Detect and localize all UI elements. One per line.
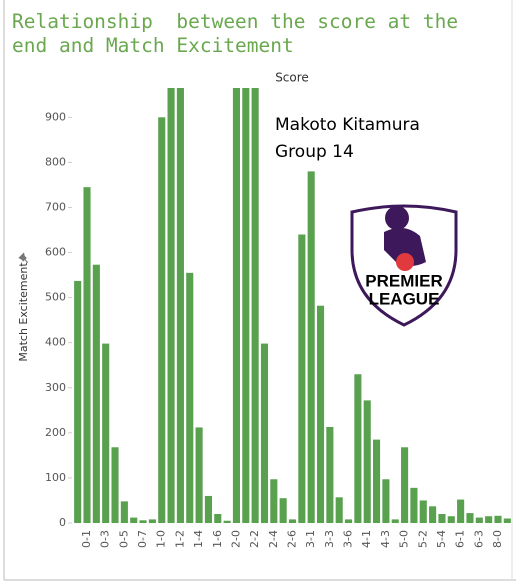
- y-axis-title: Match Excitement: [17, 262, 30, 362]
- y-tick-label: 200: [45, 426, 66, 439]
- bar: [260, 343, 269, 523]
- axis-header: Score: [275, 71, 309, 85]
- y-tick-label: 100: [45, 471, 66, 484]
- bar: [74, 280, 82, 523]
- bar: [176, 88, 184, 523]
- bar: [111, 447, 119, 523]
- bar: [279, 498, 287, 523]
- bar: [344, 519, 353, 523]
- bar: [139, 520, 147, 523]
- y-tick-label: 800: [45, 155, 66, 168]
- bar: [298, 234, 306, 523]
- bar: [335, 497, 343, 523]
- x-tick-label: 3-1: [304, 530, 317, 548]
- y-tick-label: 0: [59, 516, 66, 529]
- bar: [120, 501, 128, 523]
- bar: [475, 517, 483, 523]
- x-tick-label: 5-2: [416, 530, 429, 548]
- bar: [92, 264, 100, 523]
- x-tick-label: 5-0: [398, 530, 411, 548]
- bar: [354, 374, 362, 523]
- bar: [363, 400, 371, 523]
- bar: [466, 513, 474, 523]
- annotation: Group 14: [275, 142, 354, 162]
- bar: [195, 427, 203, 523]
- chart-title: Relationship between the score at the en…: [12, 10, 470, 57]
- x-tick-label: 6-1: [454, 530, 467, 548]
- bar: [242, 88, 250, 523]
- bar: [223, 520, 231, 523]
- logo: PREMIER LEAGUE: [350, 204, 458, 327]
- x-tick-label: 3-3: [323, 530, 336, 548]
- bar: [167, 88, 175, 523]
- x-tick-label: 6-3: [472, 530, 485, 548]
- bar: [158, 117, 166, 523]
- bar: [307, 171, 315, 523]
- x-tick-label: 1-6: [211, 530, 224, 548]
- logo-text: PREMIER: [365, 271, 442, 290]
- x-tick-label: 2-0: [229, 530, 242, 548]
- x-tick-label: 0-7: [136, 530, 149, 548]
- bar: [391, 519, 399, 523]
- logo-text: LEAGUE: [369, 289, 440, 308]
- bar: [251, 88, 259, 523]
- bar: [438, 513, 446, 523]
- x-tick-label: 0-5: [117, 530, 130, 548]
- y-tick-label: 300: [45, 381, 66, 394]
- y-tick-label: 900: [45, 110, 66, 123]
- logo-crown: [385, 206, 409, 230]
- logo-ball: [396, 253, 414, 271]
- x-tick-label: 4-1: [360, 530, 373, 548]
- x-tick-label: 2-2: [248, 530, 261, 548]
- bar: [316, 305, 325, 523]
- bar: [419, 500, 427, 523]
- bar: [102, 343, 110, 523]
- x-tick-label: 8-0: [491, 530, 504, 548]
- x-tick-label: 1-0: [155, 530, 168, 548]
- bar: [148, 519, 156, 523]
- x-tick-label: 0-3: [99, 530, 112, 548]
- bar: [288, 519, 297, 523]
- bar: [503, 518, 511, 523]
- bar: [130, 517, 138, 523]
- x-tick-label: 4-3: [379, 530, 392, 548]
- x-tick-label: 3-6: [342, 530, 355, 548]
- x-tick-label: 1-4: [192, 530, 205, 548]
- pin-icon: [18, 252, 29, 263]
- bar: [204, 495, 212, 523]
- bar: [214, 513, 222, 523]
- bar: [447, 516, 455, 523]
- bar: [494, 515, 502, 523]
- bar: [485, 516, 493, 523]
- y-tick-label: 600: [45, 246, 66, 259]
- y-tick-label: 400: [45, 336, 66, 349]
- logo-lion: [384, 227, 426, 266]
- x-tick-label: 5-4: [435, 530, 448, 548]
- x-tick-label: 0-1: [80, 530, 93, 548]
- bar: [410, 487, 418, 523]
- bar: [83, 187, 91, 523]
- bar: [401, 447, 409, 523]
- x-tick-label: 2-4: [267, 530, 280, 548]
- bar: [373, 439, 381, 523]
- bar: [232, 88, 241, 523]
- bar: [457, 499, 465, 523]
- y-tick-label: 500: [45, 291, 66, 304]
- annotation: Makoto Kitamura: [275, 115, 420, 135]
- y-tick-label: 700: [45, 200, 66, 213]
- bar: [186, 272, 194, 523]
- x-tick-label: 2-6: [286, 530, 299, 548]
- bar: [382, 479, 390, 523]
- x-tick-label: 1-2: [173, 530, 186, 548]
- bar: [429, 506, 437, 523]
- bar: [326, 426, 334, 523]
- bar: [270, 479, 278, 523]
